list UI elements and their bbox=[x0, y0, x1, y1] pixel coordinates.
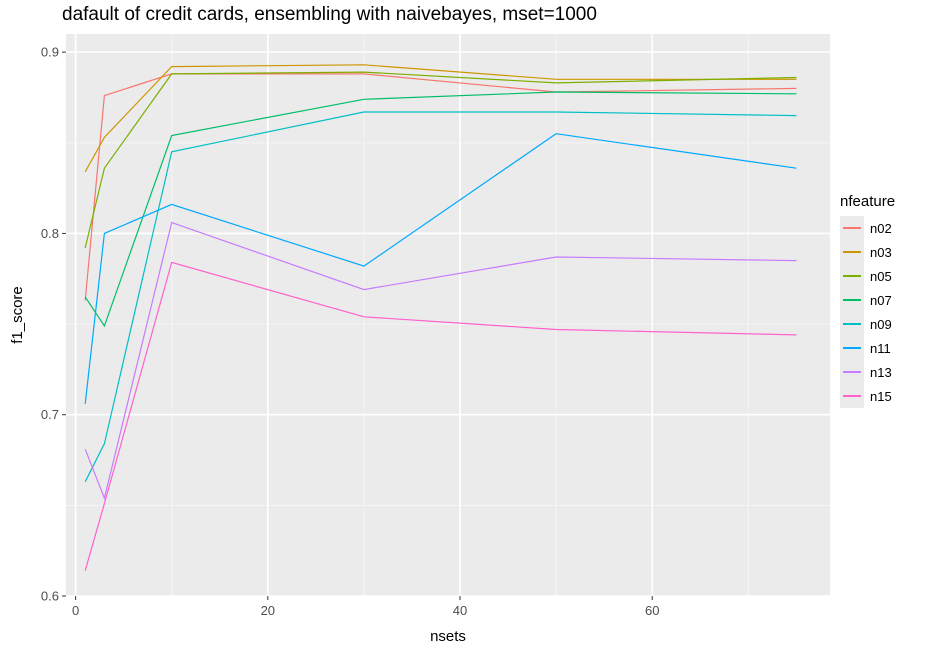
legend-swatch bbox=[843, 395, 861, 397]
legend-item-n11: n11 bbox=[838, 336, 895, 360]
y-tick-label: 0.8 bbox=[41, 226, 59, 241]
series-line-n11 bbox=[84, 133, 797, 404]
legend-swatch bbox=[843, 227, 861, 229]
legend-swatch bbox=[843, 371, 861, 373]
legend-item-n15: n15 bbox=[838, 384, 895, 408]
legend-key bbox=[840, 216, 864, 240]
legend-label: n02 bbox=[870, 220, 892, 236]
x-tick-label: 0 bbox=[72, 603, 79, 618]
legend-item-n05: n05 bbox=[838, 264, 895, 288]
tick-labels: 0 20 40 60 0.6 0.7 0.8 0.9 bbox=[41, 45, 660, 618]
x-tick-label: 20 bbox=[261, 603, 275, 618]
series-line-n15 bbox=[84, 261, 797, 571]
minor-gridlines bbox=[66, 34, 830, 596]
legend-swatch bbox=[843, 323, 861, 325]
chart-title: dafault of credit cards, ensembling with… bbox=[62, 4, 597, 25]
series-line-n13 bbox=[84, 221, 797, 501]
x-axis-title: nsets bbox=[430, 628, 466, 645]
legend-item-n07: n07 bbox=[838, 288, 895, 312]
series-line-n09 bbox=[84, 111, 797, 483]
legend-key bbox=[840, 384, 864, 408]
legend-key bbox=[840, 240, 864, 264]
legend-label: n05 bbox=[870, 268, 892, 284]
y-tick-label: 0.6 bbox=[41, 589, 59, 604]
x-tick-label: 40 bbox=[453, 603, 467, 618]
legend-label: n13 bbox=[870, 364, 892, 380]
y-tick-label: 0.9 bbox=[41, 45, 59, 60]
legend-key bbox=[840, 360, 864, 384]
major-gridlines bbox=[66, 34, 830, 597]
legend-key bbox=[840, 288, 864, 312]
plot-panel bbox=[66, 34, 830, 596]
legend-title: nfeature bbox=[840, 193, 896, 210]
x-tick-label: 60 bbox=[645, 603, 659, 618]
legend-swatch bbox=[843, 251, 861, 253]
series-lines bbox=[84, 64, 797, 571]
legend-items: n02 n03 n05 n07 n09 n11 n13 n15 bbox=[838, 216, 895, 408]
legend-key bbox=[840, 312, 864, 336]
legend-item-n13: n13 bbox=[838, 360, 895, 384]
legend-swatch bbox=[843, 299, 861, 301]
legend-swatch bbox=[843, 347, 861, 349]
legend-item-n03: n03 bbox=[838, 240, 895, 264]
y-axis-title: f1_score bbox=[9, 286, 26, 344]
legend-swatch bbox=[843, 275, 861, 277]
series-line-n03 bbox=[84, 64, 797, 173]
series-line-n05 bbox=[84, 71, 797, 249]
legend-label: n07 bbox=[870, 292, 892, 308]
legend-label: n15 bbox=[870, 388, 892, 404]
series-line-n07 bbox=[84, 91, 797, 328]
legend-item-n02: n02 bbox=[838, 216, 895, 240]
legend-key bbox=[840, 264, 864, 288]
legend-label: n03 bbox=[870, 244, 892, 260]
legend: nfeature n02 n03 n05 n07 n09 n11 n13 n15 bbox=[838, 193, 895, 408]
legend-label: n11 bbox=[870, 340, 891, 356]
series-line-n02 bbox=[84, 73, 797, 301]
axis-ticks bbox=[62, 51, 653, 600]
legend-key bbox=[840, 336, 864, 360]
legend-item-n09: n09 bbox=[838, 312, 895, 336]
y-tick-label: 0.7 bbox=[41, 407, 59, 422]
legend-label: n09 bbox=[870, 316, 892, 332]
